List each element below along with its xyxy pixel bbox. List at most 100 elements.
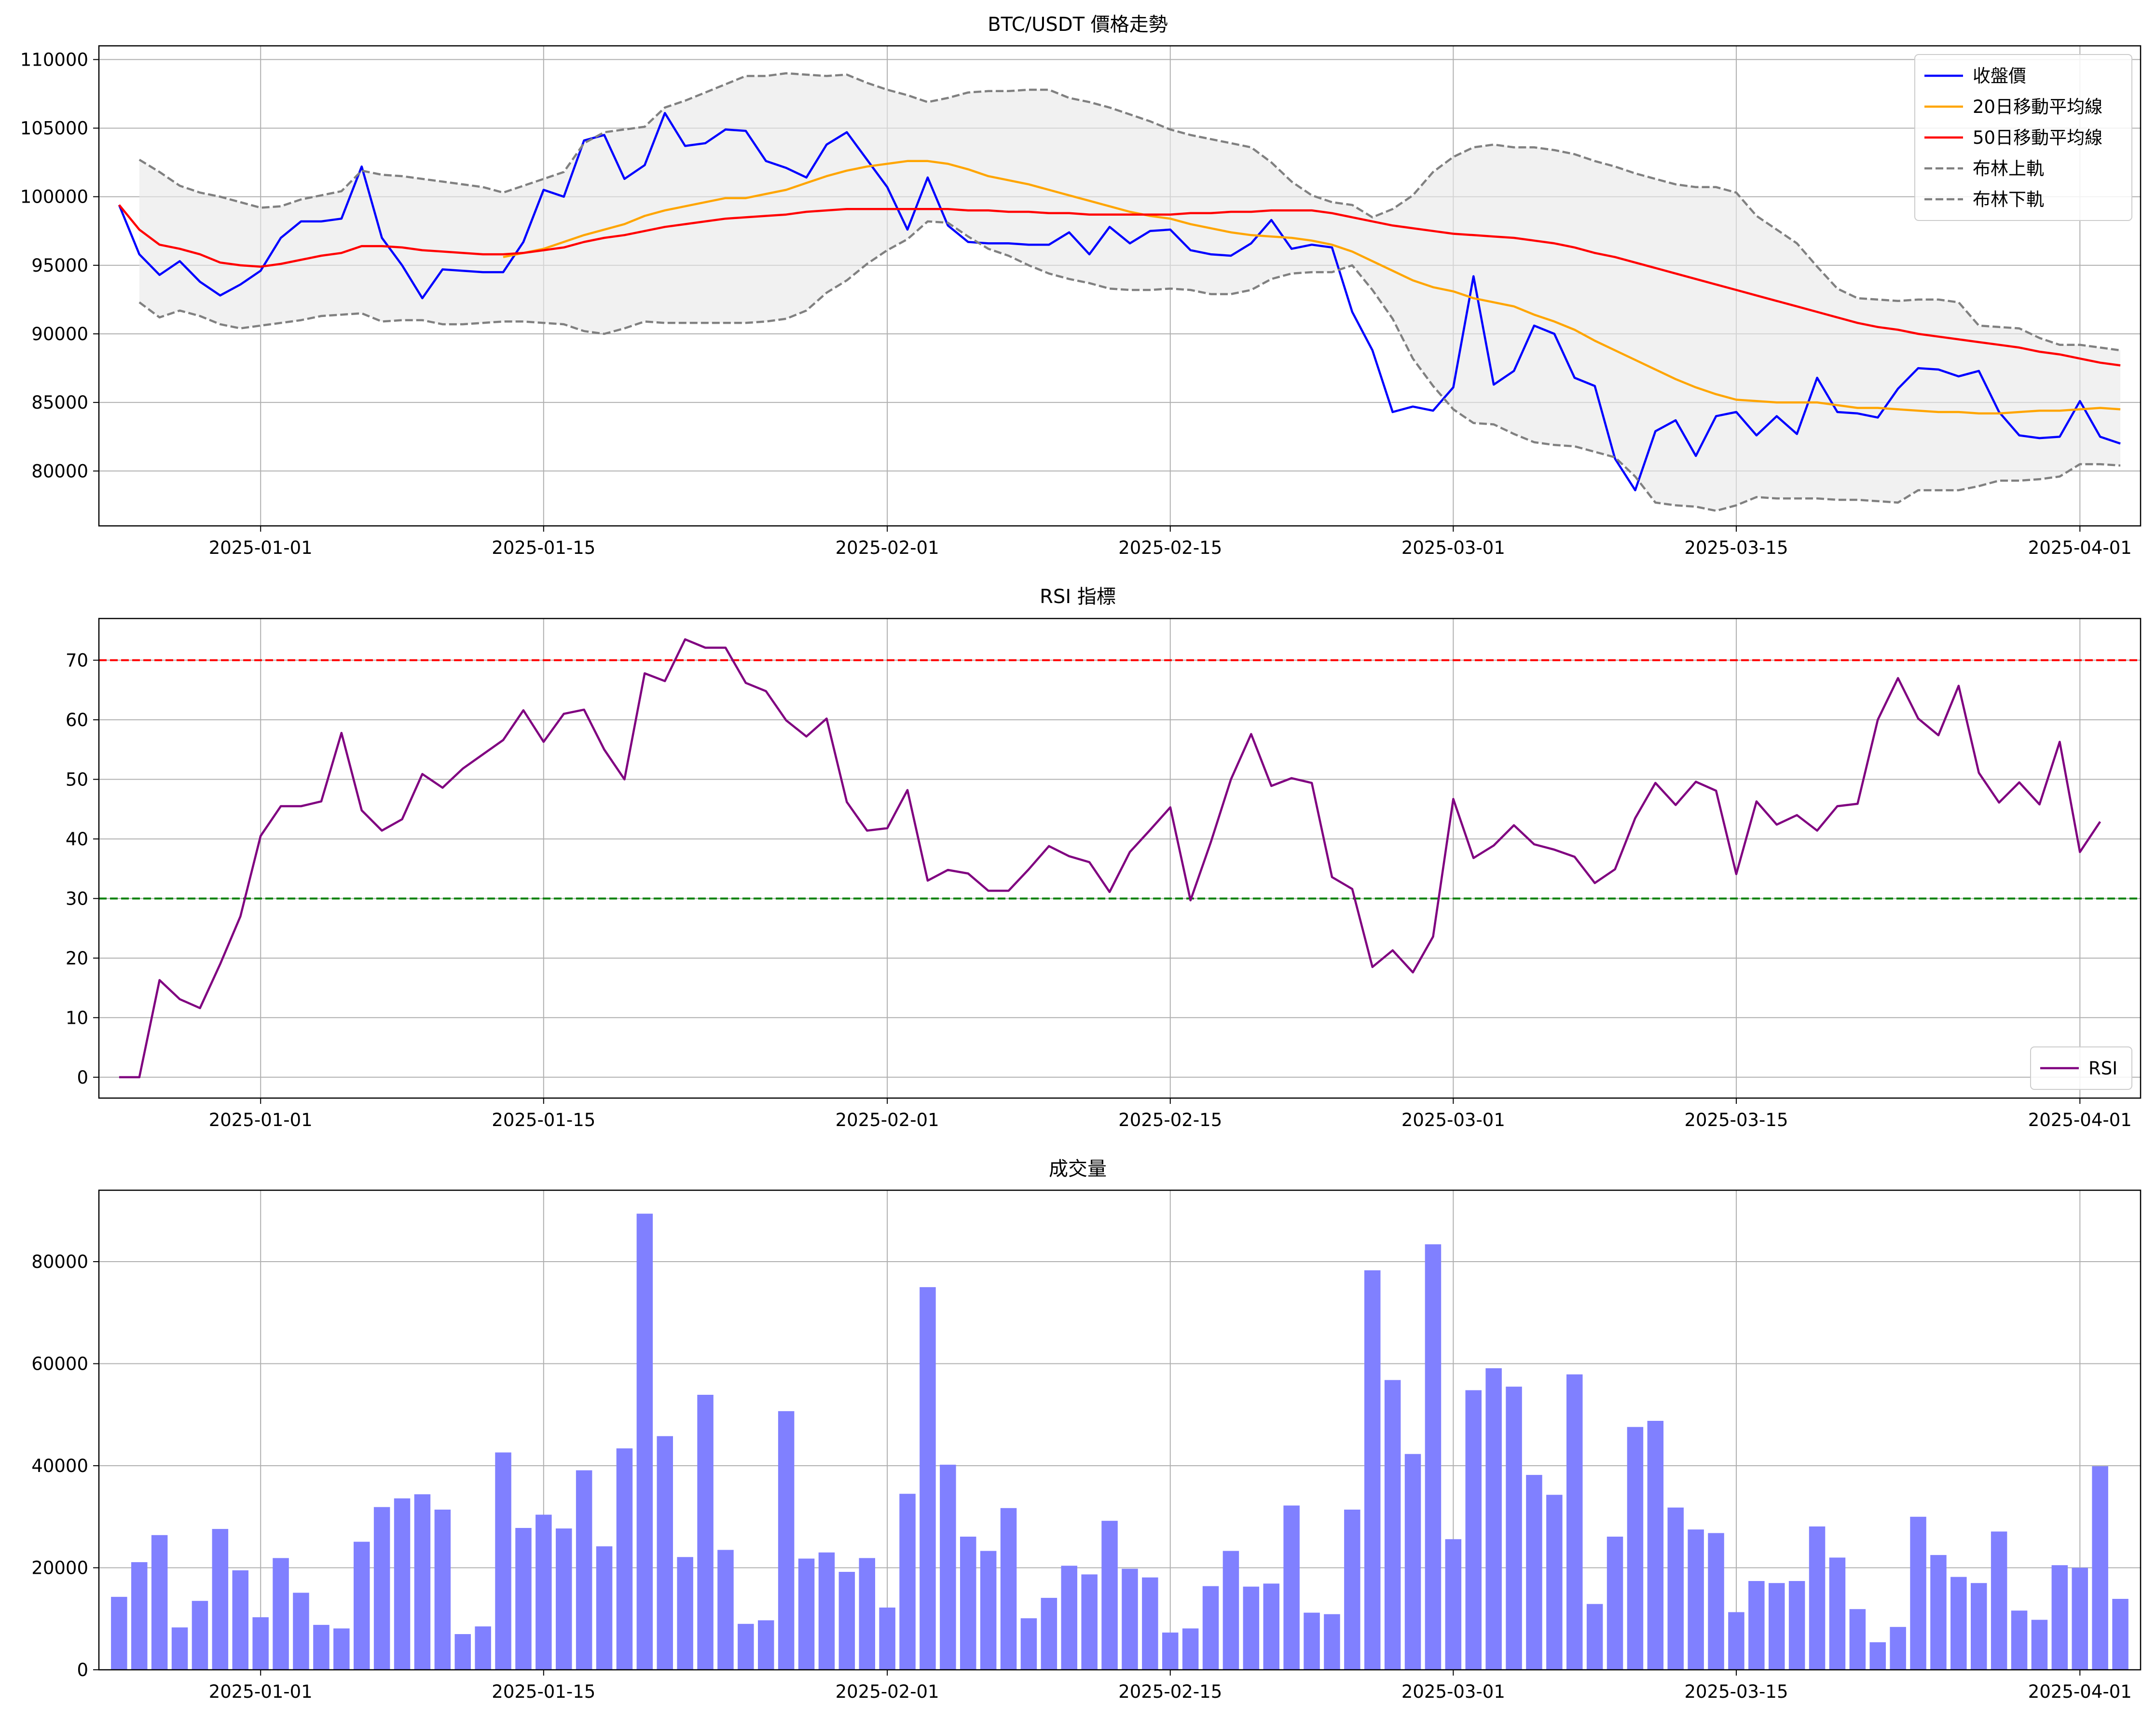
volume-bar <box>1041 1597 1057 1670</box>
y-tick-label: 60 <box>66 710 88 730</box>
volume-bar <box>738 1623 754 1670</box>
volume-bar <box>434 1510 451 1670</box>
volume-bar <box>111 1596 127 1670</box>
volume-bar <box>798 1558 815 1670</box>
volume-bar <box>879 1608 895 1670</box>
volume-bar <box>1849 1609 1866 1670</box>
volume-bar <box>1101 1521 1118 1670</box>
series-3 <box>138 72 2121 352</box>
x-tick-label: 2025-01-15 <box>492 1110 595 1130</box>
volume-bar <box>1769 1583 1785 1670</box>
y-tick-label: 95000 <box>31 255 88 276</box>
y-tick-label: 40000 <box>31 1456 88 1476</box>
volume-bar <box>232 1570 248 1670</box>
y-tick-label: 40 <box>66 829 88 850</box>
y-tick-label: 0 <box>77 1660 88 1680</box>
volume-bar <box>414 1494 431 1670</box>
volume-bar <box>454 1634 471 1670</box>
volume-bar <box>1445 1539 1462 1670</box>
volume-bar <box>373 1507 390 1670</box>
legend-label: 布林下軌 <box>1973 189 2044 210</box>
y-tick-label: 10 <box>66 1007 88 1028</box>
x-tick-label: 2025-01-01 <box>209 1110 313 1130</box>
axes-frame <box>98 45 2142 527</box>
volume-bar <box>475 1626 491 1670</box>
x-tick-label: 2025-02-15 <box>1118 537 1222 558</box>
volume-bar <box>1971 1583 1987 1670</box>
series-0 <box>119 638 2101 1079</box>
series-line <box>118 112 2121 492</box>
x-tick-label: 2025-02-15 <box>1118 1681 1222 1702</box>
x-tick-label: 2025-04-01 <box>2028 1110 2132 1130</box>
rsi-legend: RSI <box>2030 1046 2132 1090</box>
y-tick-label: 60000 <box>31 1354 88 1375</box>
volume-bar <box>1991 1531 2007 1670</box>
volume-bar <box>1465 1390 1482 1670</box>
volume-bar <box>1324 1614 1340 1670</box>
volume-bar <box>1526 1475 1542 1670</box>
volume-bar <box>616 1448 633 1670</box>
volume-bar <box>273 1558 289 1670</box>
x-tick-label: 2025-02-15 <box>1118 1110 1222 1130</box>
y-tick-label: 0 <box>77 1067 88 1088</box>
volume-bar <box>1425 1244 1442 1670</box>
y-tick-label: 30 <box>66 888 88 909</box>
x-tick-label: 2025-04-01 <box>2028 537 2132 558</box>
bollinger-band <box>139 73 2121 511</box>
volume-bar <box>1263 1583 1279 1670</box>
volume-ticks: 2025-01-01 2025-01-15 2025-02-01 2025-02-15… <box>31 1251 2132 1702</box>
price-ticks: 2025-01-01 2025-01-15 2025-02-01 2025-02-15… <box>20 49 2132 558</box>
volume-bars <box>111 1213 2129 1670</box>
y-tick-label: 50 <box>66 769 88 790</box>
legend-box <box>2030 1046 2132 1090</box>
legend-box <box>1914 54 2132 221</box>
y-tick-label: 105000 <box>20 118 88 139</box>
volume-bar <box>636 1213 653 1670</box>
volume-bar <box>1081 1574 1098 1670</box>
volume-bar <box>1202 1586 1219 1670</box>
volume-bar <box>677 1557 693 1670</box>
series-line <box>138 220 2121 512</box>
volume-chart-title: 成交量 <box>1049 1158 1107 1180</box>
volume-bar <box>1869 1642 1886 1670</box>
rsi-chart: RSI 指標 2025-01-01 2025-01-15 2025-02-01 202… <box>66 586 2142 1130</box>
volume-bar <box>1142 1577 1158 1670</box>
price-chart: BTC/USDT 價格走勢 2025-01-01 2025-01-15 2025-0… <box>20 14 2142 558</box>
y-tick-label: 80000 <box>31 461 88 481</box>
volume-bar <box>1182 1628 1199 1670</box>
x-tick-label: 2025-04-01 <box>2028 1681 2132 1702</box>
volume-bar <box>657 1436 673 1670</box>
volume-bar <box>1506 1387 1522 1670</box>
volume-bar <box>1728 1612 1744 1670</box>
volume-bar <box>1910 1516 1926 1670</box>
y-tick-label: 100000 <box>20 187 88 207</box>
x-tick-label: 2025-02-01 <box>836 1681 939 1702</box>
volume-bar <box>1283 1505 1300 1670</box>
volume-bar <box>920 1287 936 1670</box>
volume-bar <box>313 1624 330 1670</box>
x-tick-label: 2025-03-01 <box>1401 537 1505 558</box>
volume-bar <box>1384 1380 1401 1670</box>
volume-bar <box>1950 1577 1967 1670</box>
volume-bar <box>1364 1270 1381 1670</box>
volume-bar <box>960 1537 976 1670</box>
volume-bar <box>859 1558 875 1670</box>
y-tick-label: 90000 <box>31 324 88 344</box>
y-tick-label: 20 <box>66 948 88 969</box>
volume-bar <box>980 1551 997 1670</box>
volume-bar <box>1222 1551 1239 1670</box>
volume-bar <box>1586 1604 1603 1670</box>
volume-bar <box>1020 1618 1037 1670</box>
volume-bar <box>1000 1508 1017 1670</box>
volume-bar <box>1546 1495 1563 1670</box>
volume-bar <box>758 1620 774 1670</box>
volume-bar <box>151 1535 168 1670</box>
series-line <box>118 204 2121 367</box>
y-tick-label: 20000 <box>31 1558 88 1579</box>
volume-bar <box>1667 1507 1684 1670</box>
volume-bar <box>1304 1612 1320 1670</box>
x-tick-label: 2025-01-01 <box>209 537 313 558</box>
x-tick-label: 2025-03-15 <box>1684 537 1788 558</box>
x-tick-label: 2025-01-15 <box>492 1681 595 1702</box>
volume-bar <box>252 1617 269 1670</box>
